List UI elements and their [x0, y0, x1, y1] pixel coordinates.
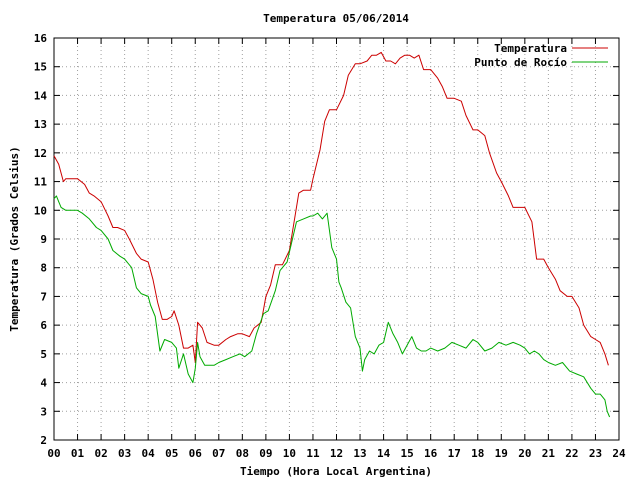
series-layer — [53, 51, 611, 418]
grid — [54, 38, 619, 440]
y-tick-label: 7 — [40, 290, 47, 303]
x-tick-label: 23 — [589, 447, 602, 460]
x-tick-label: 10 — [283, 447, 296, 460]
y-tick-label: 10 — [34, 204, 47, 217]
x-tick-label: 19 — [495, 447, 508, 460]
x-tick-label: 20 — [518, 447, 531, 460]
y-tick-label: 16 — [34, 32, 48, 45]
x-tick-label: 06 — [189, 447, 203, 460]
y-tick-label: 8 — [40, 262, 47, 275]
x-tick-label: 00 — [47, 447, 60, 460]
x-tick-label: 13 — [353, 447, 366, 460]
x-axis-label: Tiempo (Hora Local Argentina) — [240, 465, 432, 478]
x-tick-label: 22 — [565, 447, 578, 460]
x-tick-label: 16 — [424, 447, 438, 460]
x-tick-label: 02 — [94, 447, 107, 460]
x-tick-label: 15 — [401, 447, 414, 460]
y-tick-label: 2 — [40, 434, 47, 447]
x-tick-label: 12 — [330, 447, 343, 460]
y-tick-label: 11 — [34, 176, 48, 189]
legend-label: Temperatura — [494, 42, 567, 55]
x-tick-label: 18 — [471, 447, 484, 460]
x-tick-label: 03 — [118, 447, 131, 460]
x-tick-label: 04 — [142, 447, 156, 460]
y-tick-label: 6 — [40, 319, 47, 332]
x-tick-label: 17 — [448, 447, 461, 460]
x-tick-label: 05 — [165, 447, 178, 460]
y-tick-label: 15 — [34, 61, 47, 74]
y-tick-label: 9 — [40, 233, 47, 246]
x-tick-label: 11 — [306, 447, 320, 460]
y-tick-label: 13 — [34, 118, 47, 131]
chart-title: Temperatura 05/06/2014 — [263, 12, 409, 25]
x-tick-label: 09 — [259, 447, 272, 460]
y-tick-label: 3 — [40, 405, 47, 418]
series-line-1 — [53, 195, 611, 418]
y-axis-label: Temperatura (Grados Celsius) — [8, 146, 21, 331]
legend-label: Punto de Rocío — [474, 56, 567, 69]
y-tick-label: 5 — [40, 348, 47, 361]
series-line-0 — [53, 51, 609, 366]
x-tick-label: 07 — [212, 447, 225, 460]
y-tick-label: 12 — [34, 147, 47, 160]
x-tick-label: 21 — [542, 447, 556, 460]
x-tick-label: 14 — [377, 447, 391, 460]
y-tick-label: 4 — [40, 377, 47, 390]
x-tick-label: 01 — [71, 447, 85, 460]
x-tick-label: 08 — [236, 447, 249, 460]
y-tick-label: 14 — [34, 89, 48, 102]
x-tick-label: 24 — [612, 447, 626, 460]
